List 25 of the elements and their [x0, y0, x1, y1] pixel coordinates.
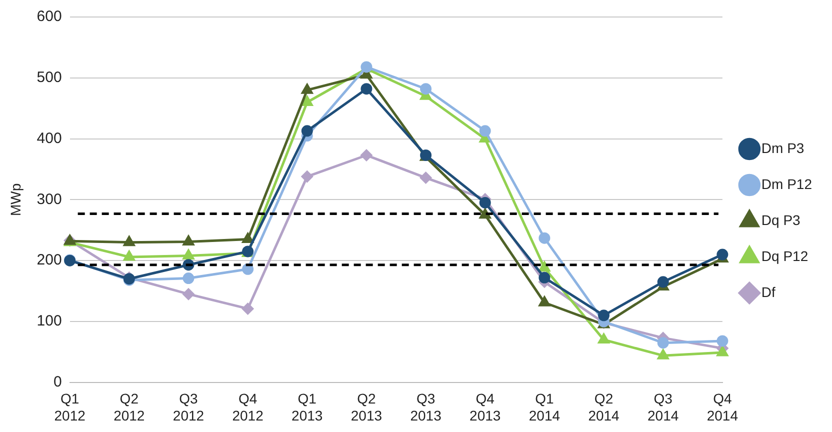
x-tick-label: Q2 2012 [114, 390, 145, 424]
x-tick-label: Q2 2013 [350, 390, 382, 424]
y-tick-label: 300 [36, 190, 62, 208]
y-tick-label: 100 [36, 312, 62, 330]
legend-label: Dq P12 [761, 248, 808, 264]
x-tick-label: Q1 2013 [292, 390, 323, 424]
x-tick-label: Q4 2014 [706, 390, 738, 424]
legend-label: Dm P12 [761, 176, 812, 192]
x-tick-label: Q4 2013 [470, 390, 501, 424]
y-tick-label: 0 [53, 374, 62, 391]
x-tick-label: Q1 2012 [54, 390, 86, 424]
legend-label: Dm P3 [761, 140, 804, 156]
x-tick-label: Q3 2012 [172, 390, 204, 424]
y-axis-title: MWp [7, 183, 24, 216]
y-tick-label: 200 [36, 252, 62, 269]
y-tick-label: 500 [36, 69, 62, 86]
x-tick-label: Q4 2012 [232, 390, 264, 424]
x-tick-label: Q3 2014 [648, 390, 679, 424]
x-tick-label: Q1 2014 [528, 390, 560, 424]
y-tick-label: 400 [36, 130, 62, 147]
x-tick-label: Q3 2013 [410, 390, 442, 424]
legend-label: Df [761, 284, 776, 300]
x-tick-label: Q2 2014 [588, 390, 620, 424]
legend-label: Dq P3 [761, 212, 801, 228]
y-tick-label: 600 [36, 8, 62, 26]
